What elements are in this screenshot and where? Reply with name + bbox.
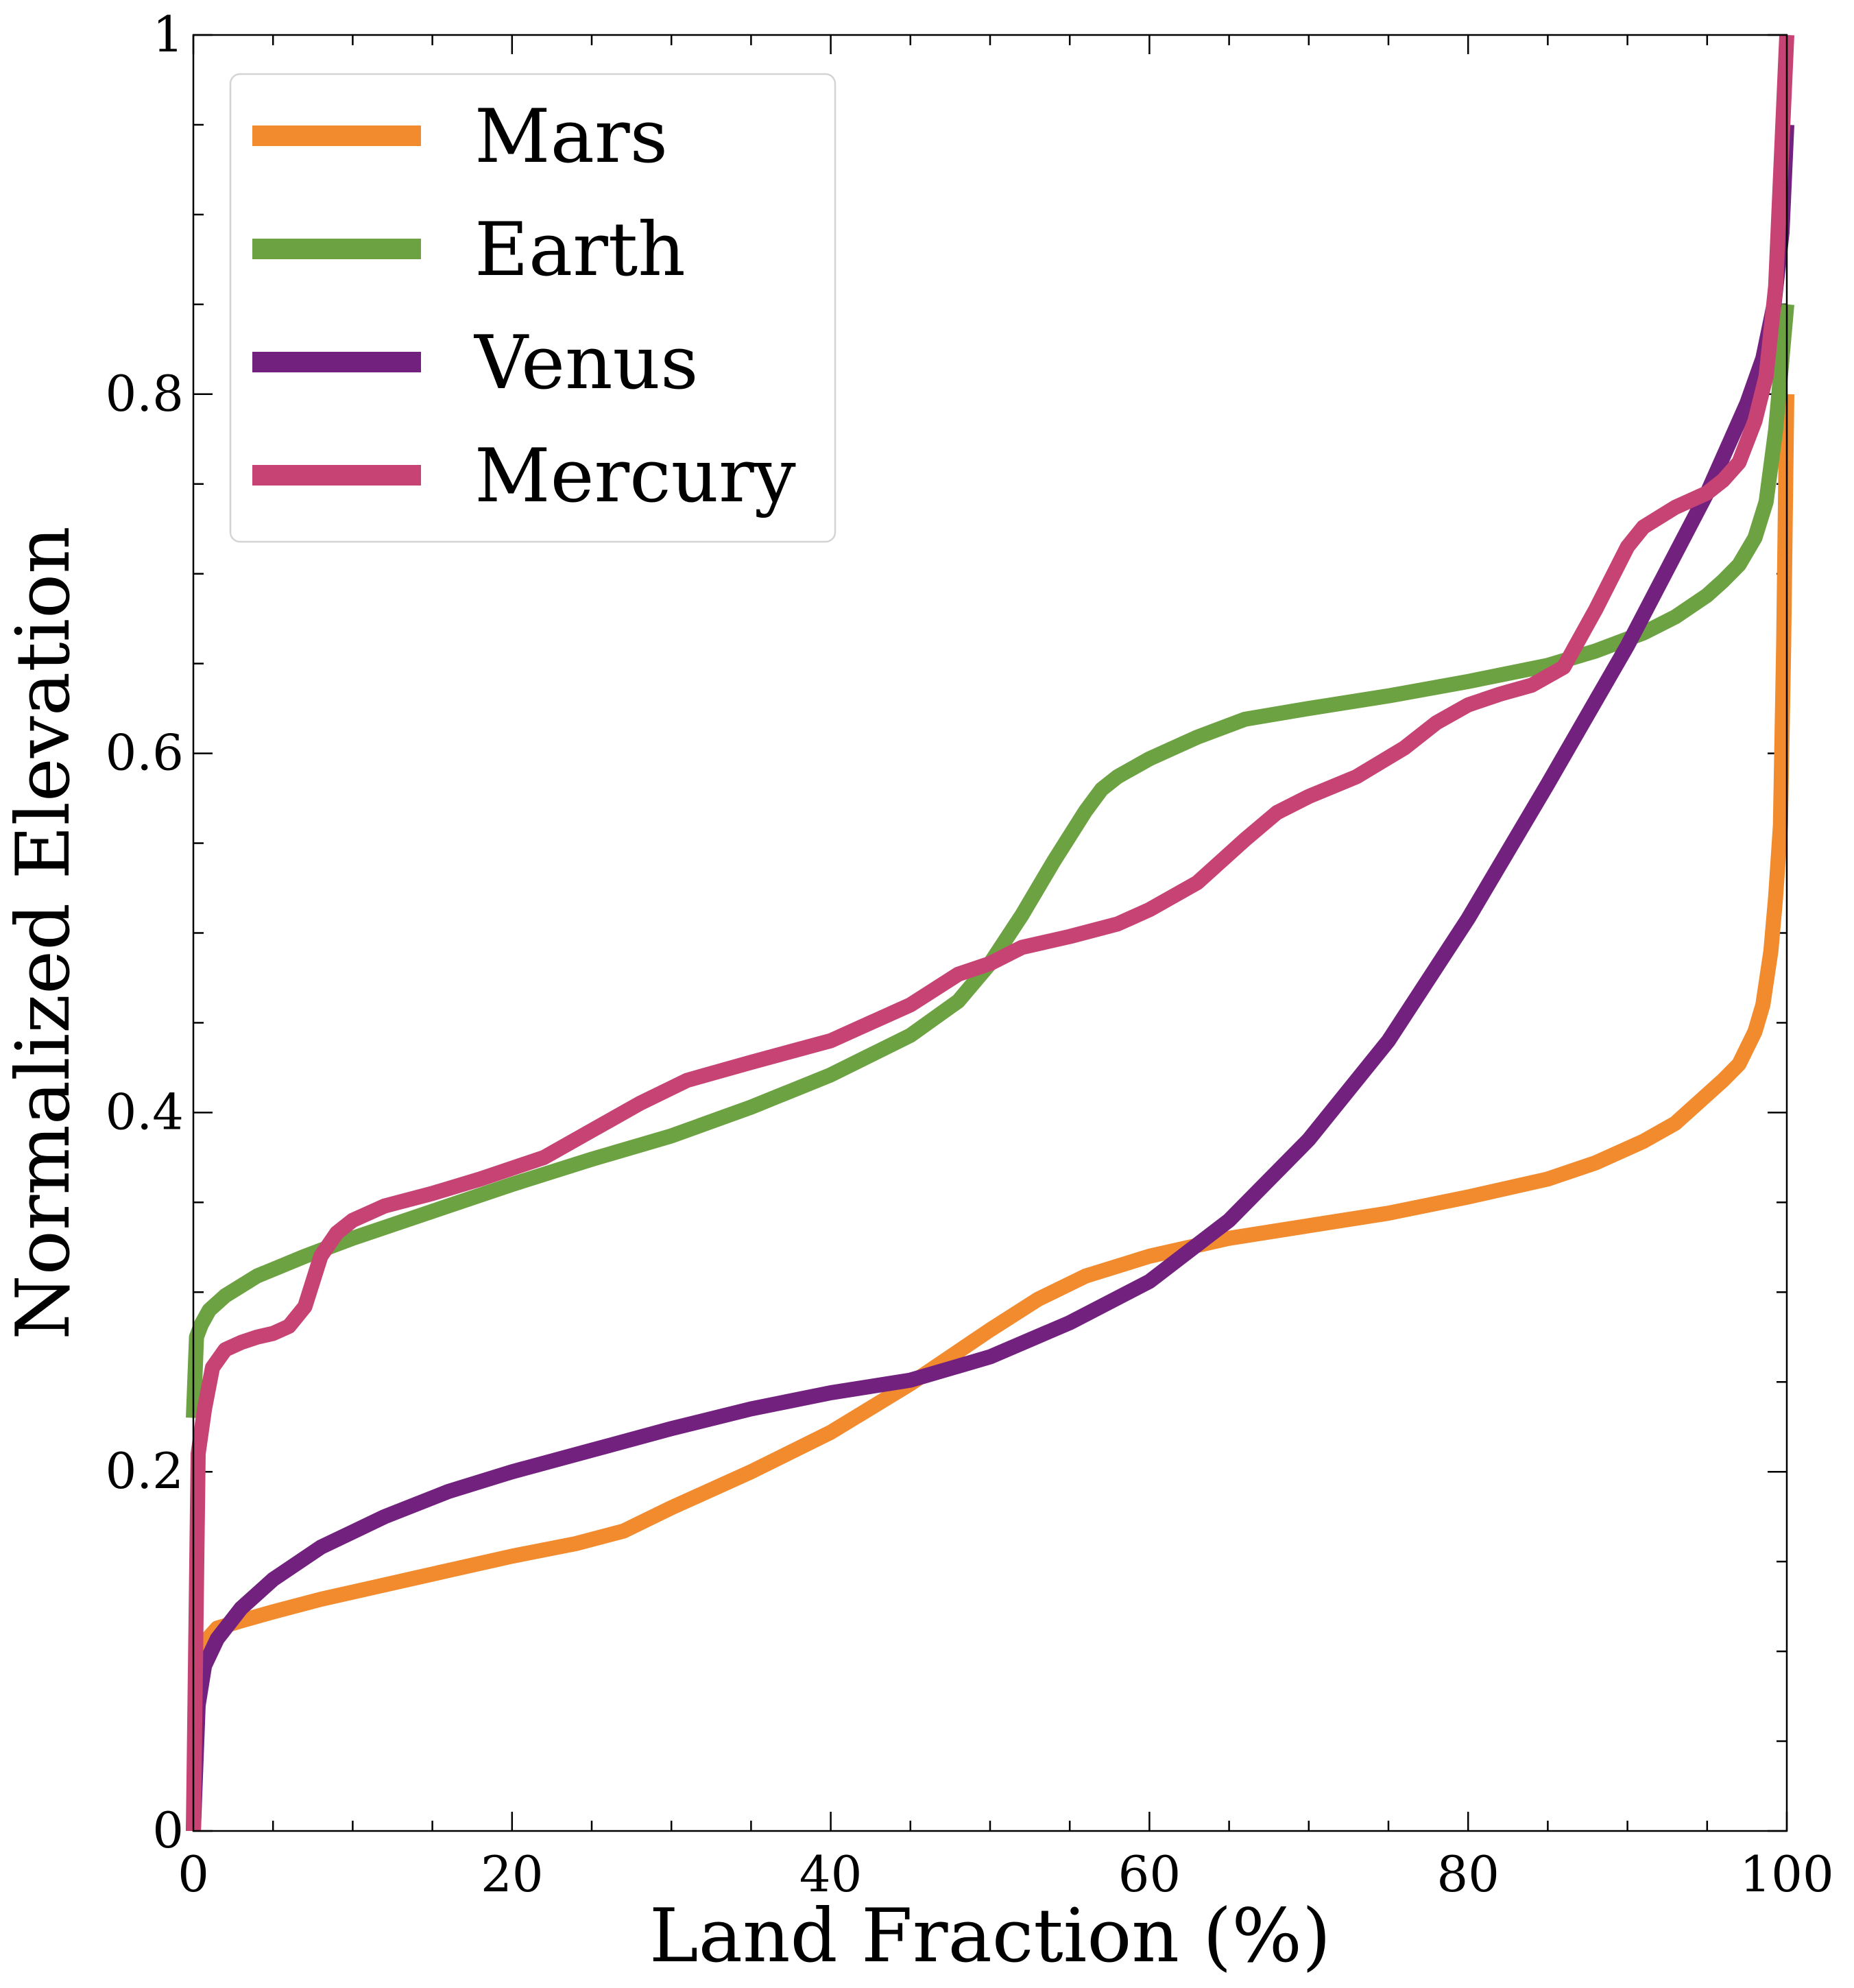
y-tick-label: 0.4 [105,1083,184,1140]
legend-label-mars: Mars [474,94,668,180]
x-axis-title: Land Fraction (%) [649,1893,1331,1979]
x-tick-label: 0 [178,1845,209,1903]
series-line-mars [186,394,1794,1832]
series-line-venus [186,124,1794,1832]
x-tick-label: 40 [799,1845,863,1903]
y-tick-label: 0.6 [105,724,184,782]
y-tick-label: 0.8 [105,365,184,422]
plot-frame [192,34,1788,1832]
legend-box [229,73,836,543]
y-axis-title: Normalized Elevation [1,526,86,1340]
tick-labels: 0 20 40 60 80 100 0 0.2 0.4 0.6 0.8 1 [105,5,1833,1903]
legend-label-earth: Earth [474,207,686,293]
legend: Mars Earth Venus Mercury [229,73,836,543]
legend-label-mercury: Mercury [474,433,796,519]
y-tick-label: 1 [152,5,184,63]
legend-label-venus: Venus [473,320,699,406]
x-tick-label: 100 [1739,1845,1833,1903]
x-tick-label: 80 [1436,1845,1500,1903]
x-tick-label: 20 [481,1845,544,1903]
y-tick-label: 0.2 [105,1442,184,1500]
series-lines [186,34,1794,1832]
series-line-mercury [186,34,1794,1832]
x-tick-label: 60 [1118,1845,1181,1903]
y-tick-label: 0 [152,1801,184,1859]
